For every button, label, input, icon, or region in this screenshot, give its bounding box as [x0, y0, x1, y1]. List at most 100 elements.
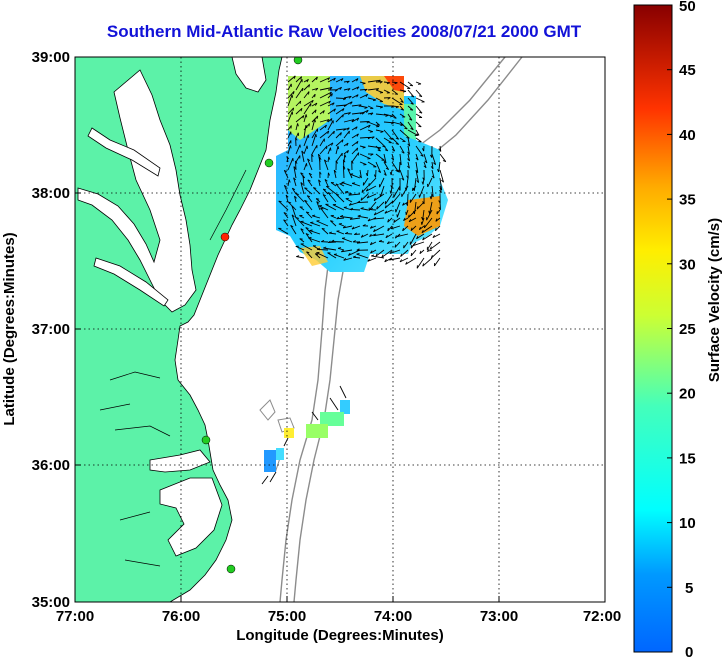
velocity-arrowhead	[308, 237, 312, 239]
velocity-arrowhead	[407, 143, 411, 147]
velocity-arrow	[399, 137, 406, 142]
velocity-arrow	[343, 150, 349, 155]
velocity-arrowhead	[385, 167, 389, 170]
velocity-arrow	[356, 241, 369, 244]
velocity-arrowhead	[389, 250, 393, 254]
velocity-arrow	[341, 249, 353, 253]
velocity-arrow	[415, 137, 422, 143]
velocity-arrow	[376, 201, 385, 210]
velocity-arrowhead	[393, 219, 396, 223]
velocity-arrowhead	[364, 107, 368, 109]
velocity-arrowhead	[347, 127, 350, 131]
x-axis-label: Longitude (Degrees:Minutes)	[236, 627, 444, 644]
velocity-arrowhead	[322, 110, 325, 114]
velocity-arrow	[399, 145, 405, 154]
velocity-arrow	[295, 217, 305, 227]
velocity-arrowhead	[329, 91, 332, 95]
velocity-arrow	[327, 93, 333, 99]
velocity-arrowhead	[315, 253, 319, 255]
velocity-arrow	[300, 228, 305, 235]
velocity-arrowhead	[291, 214, 295, 218]
velocity-arrow	[329, 232, 337, 235]
velocity-arrow	[367, 105, 374, 109]
velocity-arrow	[439, 177, 443, 191]
velocity-arrow	[375, 153, 385, 161]
velocity-arrow	[415, 97, 425, 103]
velocity-arrowhead	[314, 109, 317, 113]
velocity-arrow	[402, 225, 409, 232]
velocity-arrow	[416, 233, 425, 240]
velocity-arrowhead	[333, 130, 335, 135]
velocity-arrow	[391, 89, 399, 95]
velocity-arrowhead	[377, 170, 381, 173]
velocity-arrow	[311, 411, 319, 421]
velocity-patch	[264, 450, 276, 472]
velocity-arrow	[308, 237, 321, 243]
velocity-arrow	[359, 161, 367, 166]
velocity-arrow	[410, 249, 417, 257]
velocity-arrowhead	[384, 210, 388, 214]
velocity-arrowhead	[305, 114, 308, 118]
velocity-arrow	[285, 194, 289, 203]
velocity-arrow	[360, 208, 369, 211]
velocity-arrow	[415, 129, 420, 136]
velocity-arrowhead	[335, 183, 339, 186]
velocity-arrowhead	[350, 207, 354, 210]
velocity-arrowhead	[381, 254, 384, 258]
velocity-arrow	[373, 209, 385, 216]
velocity-arrow	[407, 153, 410, 161]
velocity-arrow	[351, 86, 360, 91]
velocity-arrow	[319, 119, 330, 123]
velocity-arrow	[350, 208, 361, 211]
velocity-arrowhead	[418, 226, 421, 230]
velocity-arrow	[303, 91, 310, 99]
velocity-arrow	[335, 132, 342, 139]
velocity-arrowhead	[351, 160, 354, 164]
velocity-arrowhead	[356, 133, 359, 137]
velocity-arrow	[383, 161, 389, 170]
velocity-arrow	[375, 105, 383, 108]
velocity-arrow	[331, 241, 345, 243]
velocity-arrowhead	[304, 187, 308, 189]
velocity-arrow	[316, 220, 329, 227]
velocity-arrow	[429, 241, 441, 250]
velocity-arrow	[383, 145, 389, 152]
colorbar-tick-label: 20	[679, 386, 696, 403]
velocity-arrow	[375, 89, 384, 94]
velocity-arrow	[379, 177, 385, 188]
velocity-arrow	[287, 94, 293, 107]
velocity-arrow	[293, 166, 297, 179]
velocity-arrow	[294, 195, 297, 203]
velocity-arrow	[390, 225, 401, 230]
velocity-arrowhead	[300, 228, 304, 231]
velocity-arrowhead	[299, 100, 302, 105]
velocity-arrowhead	[319, 171, 322, 175]
velocity-arrow	[415, 89, 423, 97]
velocity-arrow	[269, 471, 277, 483]
river-south	[93, 257, 169, 307]
velocity-arrow	[311, 134, 317, 147]
velocity-arrow	[303, 114, 307, 123]
velocity-arrowhead	[346, 150, 349, 154]
velocity-arrow	[300, 182, 305, 195]
velocity-arrowhead	[390, 122, 394, 125]
velocity-arrowhead	[323, 188, 327, 191]
colorbar-ticks	[667, 4, 672, 653]
velocity-arrowhead	[316, 201, 320, 204]
velocity-arrow	[291, 205, 297, 219]
velocity-arrowhead	[386, 241, 390, 244]
velocity-arrowhead	[343, 98, 347, 101]
velocity-arrowhead	[326, 119, 330, 122]
velocity-arrowhead	[385, 234, 388, 239]
velocity-arrow	[287, 83, 292, 91]
velocity-arrowhead	[408, 218, 412, 222]
velocity-arrowhead	[403, 90, 407, 93]
velocity-arrowhead	[438, 148, 442, 152]
y-tick-label: 36:00	[32, 457, 70, 474]
velocity-arrowhead	[368, 207, 370, 211]
velocity-arrowhead	[340, 214, 344, 217]
velocity-arrowhead	[308, 172, 312, 176]
velocity-arrow	[367, 97, 377, 101]
velocity-arrow	[295, 87, 304, 99]
velocity-arrow	[345, 198, 353, 203]
